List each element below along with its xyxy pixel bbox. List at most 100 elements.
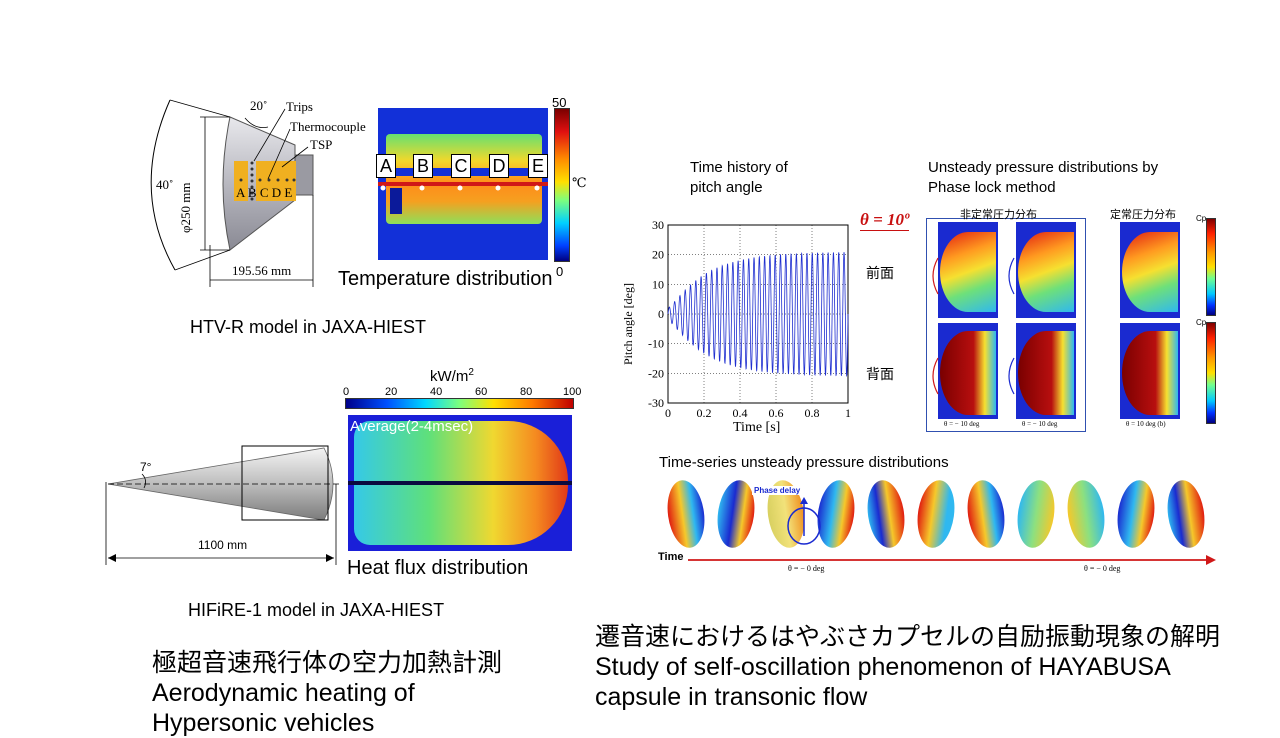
trips-label: Trips <box>286 99 313 114</box>
rotation-arrow-icon <box>932 257 939 295</box>
cp-label: Cp <box>1196 318 1207 327</box>
timeseries-thumbnail <box>1063 477 1109 551</box>
rotation-arrow-icon <box>1008 357 1015 395</box>
rotation-arrow-icon <box>1008 257 1015 295</box>
left-title-en2: Hypersonic vehicles <box>152 709 375 737</box>
pitch-chart-svg: 30 20 10 0 -10 -20 -30 0 0.2 0.4 0.6 0.8 1 <box>648 218 851 420</box>
heatflux-tick: 20 <box>385 386 398 398</box>
heatflux-ticks: 0 20 40 60 80 100 <box>343 386 581 406</box>
heatflux-tick: 80 <box>520 386 533 398</box>
model-letters-label: A B C D E <box>236 185 293 200</box>
back-label: 背面 <box>866 366 894 382</box>
temperature-scale-max: 50 <box>552 95 567 110</box>
heatflux-tick: 40 <box>430 386 443 398</box>
temperature-letter-e: E <box>528 154 548 178</box>
pitch-ytick-label: 10 <box>652 277 664 291</box>
timeseries-thumbnail <box>1113 477 1159 551</box>
cp-colorbar-front <box>1206 218 1216 316</box>
tsp-label: TSP <box>310 137 333 152</box>
heatflux-map <box>348 415 572 551</box>
cp-label: Cp <box>1196 214 1207 223</box>
left-title: 極超音速飛行体の空力加熱計測 Aerodynamic heating of Hy… <box>152 648 502 738</box>
left-title-jp: 極超音速飛行体の空力加熱計測 <box>152 649 503 677</box>
pressure-panel-front-steady <box>1120 222 1180 318</box>
hifire-caption: HIFiRE-1 model in JAXA-HIEST <box>188 600 445 620</box>
timeseries-thumbnail <box>963 477 1009 551</box>
cp-colorbar-back <box>1206 322 1216 424</box>
angle-20-label: 20˚ <box>250 98 268 113</box>
heatflux-tick: 0 <box>343 386 350 398</box>
pitch-ytick-label: 20 <box>652 248 664 262</box>
pressure-panel-back-2 <box>1016 323 1076 419</box>
hifire-length-label: 1100 mm <box>198 538 248 552</box>
unsteady-header: 非定常圧力分布 <box>960 209 1037 221</box>
left-title-en: Aerodynamic heating of <box>152 679 415 707</box>
temperature-letter-a: A <box>376 154 396 178</box>
temperature-caption: Temperature distribution <box>338 268 553 290</box>
heatflux-colorbar <box>345 398 574 409</box>
pressure-panel-back-1 <box>938 323 998 419</box>
right-title-en1: Study of self-oscillation phenomenon of … <box>595 653 1171 681</box>
pressure-panel-front-2 <box>1016 222 1076 318</box>
heatflux-tick: 100 <box>563 386 582 398</box>
right-title: 遷音速におけるはやぶさカプセルの自励振動現象の解明 Study of self-… <box>595 622 1220 712</box>
timeseries-theta-2: θ = − 0 deg <box>1084 564 1121 573</box>
pressure-panel-front-1 <box>938 222 998 318</box>
pitch-ytick-label: 0 <box>658 307 664 321</box>
pitch-xtick-label: 1 <box>845 406 851 420</box>
pitch-ytick-label: -20 <box>648 366 664 380</box>
timeseries-thumbnail <box>1163 477 1209 551</box>
right-title-en2: capsule in transonic flow <box>595 683 868 711</box>
pitch-ytick-label: -10 <box>648 337 664 351</box>
temperature-letter-c: C <box>451 154 471 178</box>
pitch-xtick-label: 0.2 <box>697 406 712 420</box>
timeseries-thumbnail <box>863 477 909 551</box>
unsteady-foot-3: θ = 10 deg (b) <box>1126 420 1166 428</box>
right-title-jp: 遷音速におけるはやぶさカプセルの自励振動現象の解明 <box>595 623 1221 651</box>
thermocouple-label: Thermocouple <box>290 119 366 134</box>
temperature-map <box>378 108 548 260</box>
pitch-angle-series <box>667 252 849 378</box>
timeseries-title: Time-series unsteady pressure distributi… <box>659 454 949 471</box>
timeseries-theta-1: θ = − 0 deg <box>788 564 825 573</box>
timeseries-thumbnail <box>663 477 709 551</box>
unsteady-frame <box>926 218 1086 432</box>
theta-label: θ = 10º <box>860 210 910 231</box>
pitch-xtick-label: 0.6 <box>769 406 784 420</box>
pitch-xlabel: Time [s] <box>733 420 781 435</box>
heatflux-caption: Heat flux distribution <box>347 557 529 579</box>
hifire-model-figure: 7° 1100 mm <box>104 440 340 570</box>
pitch-xtick-label: 0 <box>665 406 671 420</box>
length-label: 195.56 mm <box>232 263 292 278</box>
rotation-arrow-icon <box>932 357 939 395</box>
heatflux-unit: kW/m2 <box>430 367 474 385</box>
unsteady-foot-1: θ = − 10 deg <box>944 420 980 428</box>
pitch-ytick-label: -30 <box>648 396 664 410</box>
phase-delay-label: Phase delay <box>752 486 803 495</box>
temperature-letter-d: D <box>489 154 509 178</box>
temperature-letter-b: B <box>413 154 433 178</box>
pitch-ytick-label: 30 <box>652 218 664 232</box>
pressure-panel-back-steady <box>1120 323 1180 419</box>
temperature-scale-min: 0 <box>556 264 564 279</box>
pitch-xtick-label: 0.8 <box>805 406 820 420</box>
unsteady-title: Unsteady pressure distributions by Phase… <box>928 159 1159 196</box>
time-arrow-icon <box>688 555 1216 565</box>
hifire-angle-label: 7° <box>140 460 152 474</box>
htv-model-figure: 20˚ 40˚ φ250 mm 195.56 mm Trips Thermoco… <box>150 95 375 290</box>
htv-model-drawing <box>150 99 314 287</box>
htv-caption: HTV-R model in JAXA-HIEST <box>190 317 427 337</box>
diameter-label: φ250 mm <box>178 182 193 233</box>
timeseries-thumbnail <box>1013 477 1059 551</box>
pitch-title: Time history of pitch angle <box>690 159 788 196</box>
front-label: 前面 <box>866 265 894 281</box>
angle-40-label: 40˚ <box>156 177 174 192</box>
temperature-unit: ℃ <box>572 175 587 190</box>
heatflux-average-label: Average(2-4msec) <box>350 418 474 435</box>
temperature-colorbar <box>554 108 570 262</box>
phase-delay-marker <box>787 497 821 545</box>
steady-header: 定常圧力分布 <box>1110 209 1176 221</box>
pitch-xtick-label: 0.4 <box>733 406 748 420</box>
pitch-ylabel: Pitch angle [deg] <box>621 283 635 365</box>
heatflux-tick: 60 <box>475 386 488 398</box>
